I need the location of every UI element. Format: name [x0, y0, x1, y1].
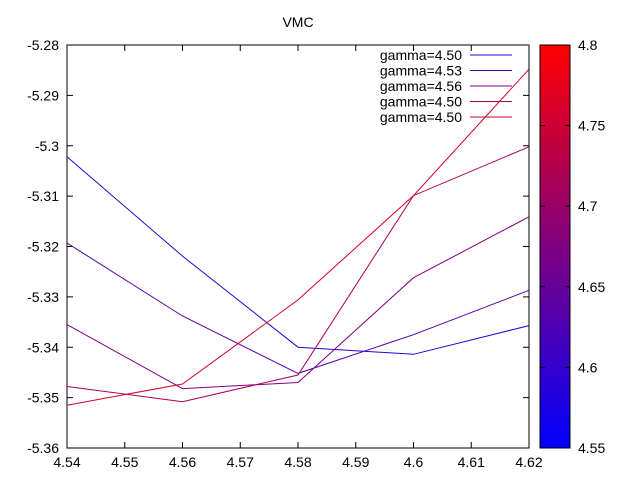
legend-label-5: gamma=4.50 [380, 109, 462, 125]
x-tick-label: 4.6 [404, 454, 424, 470]
legend-label-1: gamma=4.50 [380, 47, 462, 63]
colorbar-gradient [539, 44, 571, 449]
legend-label-3: gamma=4.56 [380, 78, 462, 94]
x-tick-label: 4.58 [284, 454, 311, 470]
colorbar-tick-label: 4.7 [578, 198, 598, 214]
y-tick-label: -5.35 [27, 390, 59, 406]
y-tick-label: -5.33 [27, 289, 59, 305]
x-tick-label: 4.62 [515, 454, 542, 470]
y-tick-label: -5.3 [35, 138, 59, 154]
colorbar: 4.8 4.75 4.7 4.65 4.6 4.55 [539, 37, 605, 456]
x-tick-label: 4.54 [53, 454, 80, 470]
series-line-4 [66, 146, 530, 403]
colorbar-tick-label: 4.6 [578, 359, 598, 375]
y-tick-label: -5.34 [27, 339, 59, 355]
x-tick-label: 4.57 [227, 454, 254, 470]
legend-label-2: gamma=4.53 [380, 63, 462, 79]
series-line-1 [66, 156, 530, 355]
colorbar-ticks: 4.8 4.75 4.7 4.65 4.6 4.55 [540, 37, 605, 456]
legend-label-4: gamma=4.50 [380, 94, 462, 110]
x-tick-label: 4.59 [342, 454, 369, 470]
y-tick-label: -5.32 [27, 239, 59, 255]
colorbar-tick-label: 4.65 [578, 279, 605, 295]
colorbar-tick-label: 4.8 [578, 37, 598, 53]
colorbar-tick-label: 4.55 [578, 440, 605, 456]
series-line-5 [66, 68, 530, 406]
y-tick-label: -5.29 [27, 87, 59, 103]
plot-area: 4.54 4.55 4.56 4.57 4.58 4.59 4.6 4.61 4.62 -5.28… [27, 37, 543, 470]
y-tick-label: -5.36 [27, 440, 59, 456]
y-tick-label: -5.28 [27, 37, 59, 53]
chart-title: VMC [282, 14, 313, 30]
x-tick-label: 4.55 [111, 454, 138, 470]
y-tick-label: -5.31 [27, 188, 59, 204]
colorbar-tick-label: 4.75 [578, 118, 605, 134]
series-line-3 [66, 216, 530, 390]
x-tick-label: 4.56 [169, 454, 196, 470]
series-line-2 [66, 242, 530, 374]
x-tick-label: 4.61 [458, 454, 485, 470]
